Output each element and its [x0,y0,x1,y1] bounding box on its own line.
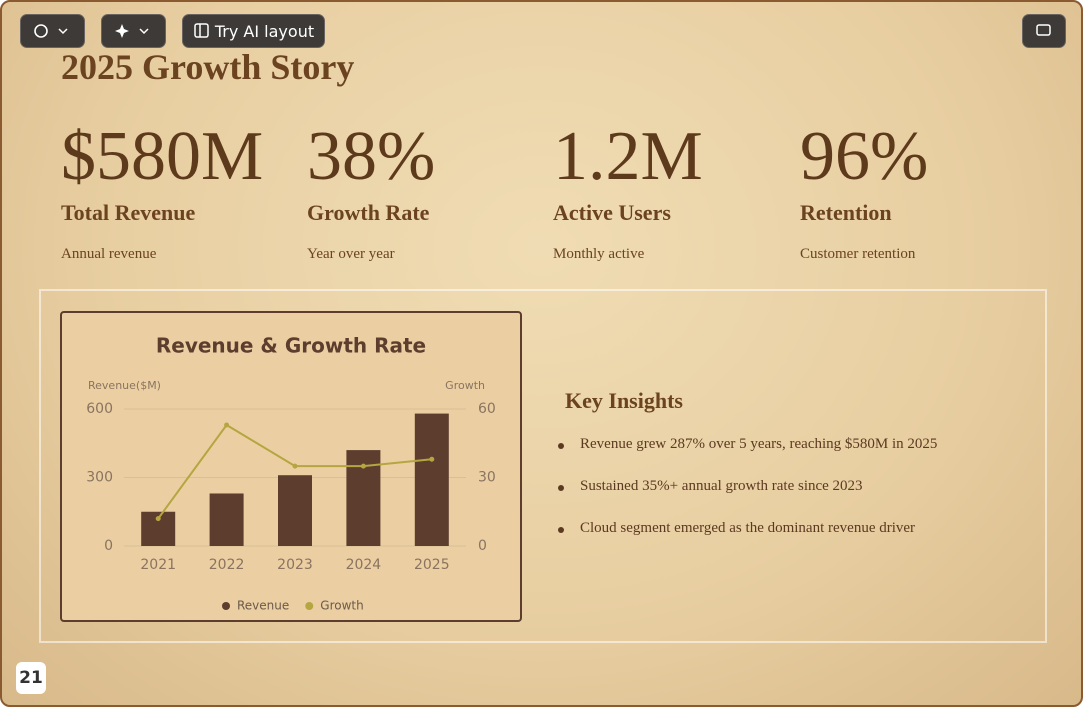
stat-block: $580M Total Revenue Annual revenue [61,114,301,263]
point [360,463,366,469]
y-axis-label: Revenue($M) [88,379,161,392]
bullet [558,485,564,491]
slide-title: 2025 Growth Story [61,47,355,87]
legend-swatch [222,602,230,610]
stat-value: 38% [307,118,436,195]
insight-item: Cloud segment emerged as the dominant re… [580,520,916,536]
icon [1036,24,1051,36]
bullet [558,443,564,449]
stat-value: 1.2M [553,118,703,195]
icon [33,24,68,38]
x-tick-label: 2021 [140,557,176,573]
theme-button[interactable] [20,14,85,48]
x-tick-label: 2025 [414,557,450,573]
point [224,422,230,428]
x-tick-label: 2023 [277,557,313,573]
ai-layout-button[interactable]: Try AI layout [182,14,325,48]
insights-title: Key Insights [565,388,683,413]
layout-frame [39,289,1047,643]
stat-value: 96% [800,118,929,195]
point [292,463,298,469]
x-tick-label: 2024 [346,557,382,573]
point [429,456,435,462]
insight-item: Sustained 35%+ annual growth rate since … [580,478,863,494]
stat-caption: Customer retention [800,246,916,262]
stat-block: 38% Growth Rate Year over year [307,114,547,263]
y-tick-label: 300 [86,470,113,486]
chart-title: Revenue & Growth Rate [156,334,426,358]
stat-label: Active Users [553,200,671,225]
bullet [558,527,564,533]
y2-axis-label: Growth [445,379,485,392]
button-label: Try AI layout [214,21,315,41]
stat-label: Total Revenue [61,200,196,225]
bar [414,413,449,546]
comment-button[interactable] [1022,14,1066,48]
page-number: 21 [16,662,46,694]
icon [194,23,209,38]
stat-caption: Annual revenue [61,246,157,262]
bar [278,475,312,546]
y-tick-label: 600 [86,401,113,417]
stat-label: Retention [800,200,892,225]
point [155,516,161,522]
legend-swatch [305,602,314,610]
stat-value: $580M [61,118,264,195]
icon [114,24,149,38]
y2-tick-label: 60 [478,401,496,417]
stat-label: Growth Rate [307,200,430,225]
stat-caption: Monthly active [553,246,645,262]
legend-label: Revenue [237,599,289,613]
ai-button[interactable] [101,14,166,48]
stat-block: 96% Retention Customer retention [800,114,1040,263]
bar [209,493,244,546]
y2-tick-label: 30 [478,470,496,486]
stat-block: 1.2M Active Users Monthly active [553,114,793,263]
stat-caption: Year over year [307,246,395,262]
y2-tick-label: 0 [478,538,487,554]
x-tick-label: 2022 [209,557,245,573]
insight-item: Revenue grew 287% over 5 years, reaching… [580,436,938,452]
legend-label: Growth [320,599,363,613]
y-tick-label: 0 [104,538,113,554]
